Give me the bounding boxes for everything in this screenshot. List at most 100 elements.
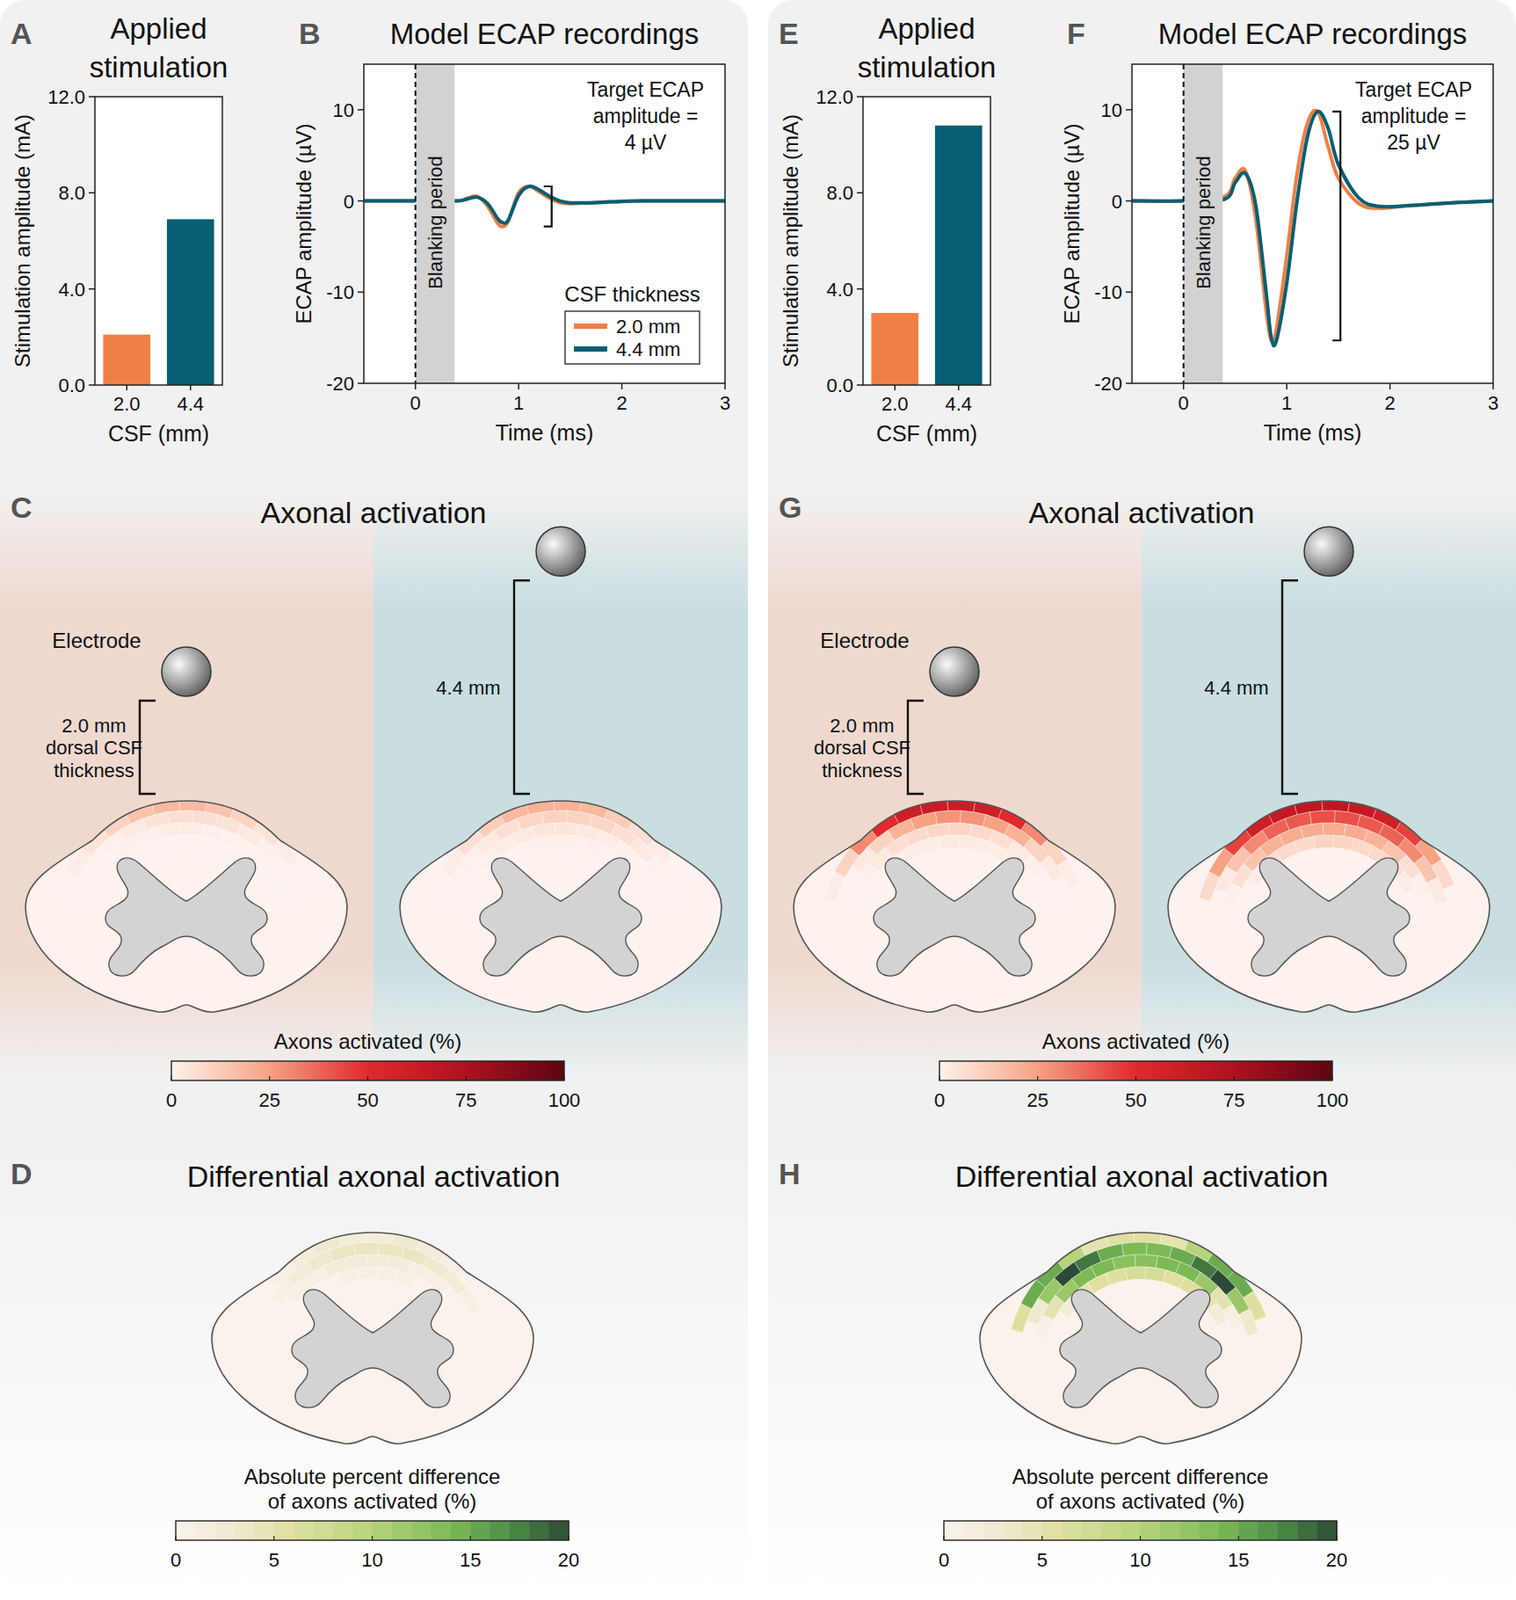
y-tick-label: -20 (326, 372, 355, 395)
white-matter (979, 1232, 1302, 1444)
spinal-cord (1167, 797, 1490, 1012)
y-tick (357, 382, 364, 385)
x-tick (957, 384, 960, 391)
colorbar-tick (268, 1075, 270, 1081)
x-tick (1492, 383, 1495, 390)
axon-cell (958, 834, 980, 850)
diagram-title: Axonal activation (1028, 495, 1255, 530)
activation-cells (56, 797, 312, 911)
x-axis-title: CSF (mm) (876, 420, 978, 446)
y-tick (88, 288, 95, 291)
y-tick-label: 8.0 (58, 181, 86, 204)
y-tick (88, 192, 95, 195)
y-tick-label: 0.0 (58, 374, 86, 397)
x-tick (1285, 383, 1288, 390)
gray-matter (291, 1289, 454, 1408)
x-tick (621, 383, 624, 390)
colorbar-step (1101, 1520, 1122, 1540)
plot-frame (1131, 64, 1494, 384)
axon-cell (1134, 1254, 1158, 1268)
chart-title: stimulation (857, 50, 997, 84)
x-tick-label: 2 (616, 391, 627, 414)
axon-cell (541, 810, 567, 825)
colorbar-frame (175, 1520, 569, 1540)
spinal-cord (979, 1229, 1302, 1444)
colorbar-tick (942, 1535, 944, 1540)
axon-cell (166, 810, 193, 825)
x-tick (517, 383, 520, 390)
y-tick (1125, 200, 1132, 203)
colorbar-tick (170, 1075, 172, 1081)
diagram-title: Axonal activation (260, 495, 486, 530)
x-tick-label: 2.0 (881, 392, 909, 415)
colorbar-step (943, 1520, 965, 1540)
x-axis-title: CSF (mm) (108, 420, 210, 446)
colorbar-step (1258, 1520, 1279, 1540)
cord-outline (211, 1232, 534, 1444)
white-matter (793, 800, 1116, 1012)
colorbar-ramp (939, 1060, 1333, 1081)
y-tick (856, 192, 864, 195)
colorbar-tick-label: 10 (1129, 1548, 1151, 1571)
colorbar-tick (174, 1535, 176, 1540)
cord-outline (399, 800, 722, 1012)
plot-frame (863, 96, 991, 385)
axon-cell (554, 822, 578, 836)
tint-background (768, 489, 1142, 1081)
x-axis-title: Time (ms) (495, 420, 595, 445)
spinal-cord (25, 797, 348, 1012)
colorbar-step (1179, 1520, 1200, 1540)
cord-outline (793, 800, 1116, 1012)
colorbar-tick (273, 1535, 275, 1540)
y-tick-label: 0.0 (826, 374, 854, 397)
colorbar-tick (1233, 1075, 1235, 1081)
colorbar-tick-label: 15 (1227, 1548, 1249, 1571)
colorbar-step (1002, 1520, 1023, 1540)
y-tick-label: 0 (1111, 190, 1123, 213)
line-chart: Model ECAP recordingsBlanking period-20-… (291, 17, 731, 445)
colorbar-step (509, 1520, 530, 1540)
colorbar-tick-label: 0 (166, 1088, 177, 1111)
colorbar-step (175, 1520, 196, 1540)
y-axis-title: ECAP amplitude (µV) (1059, 123, 1084, 324)
y-tick-label: -10 (326, 281, 355, 304)
colorbar-tick (1139, 1535, 1141, 1540)
x-tick-label: 3 (1487, 391, 1499, 414)
chart-title: stimulation (89, 50, 229, 84)
axon-cell (636, 888, 655, 911)
gray-matter (1059, 1289, 1222, 1408)
axon-cell (180, 822, 204, 836)
colorbar-step (1199, 1520, 1220, 1540)
colorbar-tick-label: 50 (356, 1088, 378, 1111)
y-tick (1125, 291, 1132, 294)
axon-cell (377, 1266, 399, 1282)
colorbar-step (529, 1520, 550, 1540)
x-tick-label: 3 (719, 391, 731, 414)
legend-swatch (573, 346, 608, 352)
amplitude-bracket (544, 186, 552, 227)
x-tick-label: 0 (1178, 391, 1190, 414)
activation-cells (824, 797, 1081, 911)
cord-outline (25, 800, 348, 1012)
blanking-period (1183, 64, 1224, 384)
x-tick-label: 0 (410, 391, 421, 414)
colorbar-tick-label: 25 (259, 1088, 281, 1111)
colorbar-title: of axons activated (%) (1036, 1488, 1245, 1513)
bar (166, 218, 215, 385)
tint-background (1141, 489, 1516, 1081)
colorbar-tick-label: 20 (1326, 1548, 1348, 1571)
gray-matter (1247, 857, 1410, 976)
target-annotation: 4 µV (624, 130, 668, 154)
colorbar-step (963, 1520, 984, 1540)
csf-bracket (514, 580, 530, 794)
colorbar-step (1317, 1520, 1338, 1540)
axon-cell (545, 834, 566, 849)
y-tick (1125, 382, 1132, 385)
panel-background (768, 0, 1516, 1600)
panel-letter: E (778, 16, 799, 51)
colorbar: Absolute percent differenceof axons acti… (170, 1464, 580, 1571)
x-tick (189, 384, 192, 391)
colorbar-frame (171, 1060, 565, 1081)
colorbar-tick-label: 15 (459, 1548, 481, 1571)
plot-frame (363, 64, 726, 384)
